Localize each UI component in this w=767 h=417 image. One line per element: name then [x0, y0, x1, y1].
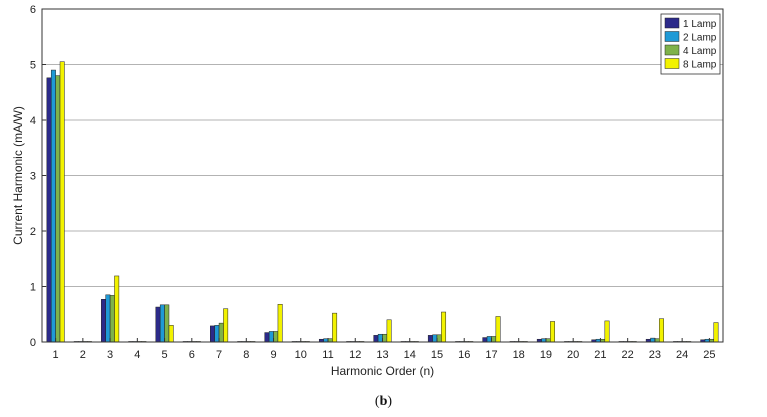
bar [277, 304, 283, 343]
bar [214, 325, 220, 343]
legend-label: 2 Lamp [683, 33, 717, 44]
bar [268, 331, 274, 343]
bar [159, 304, 165, 343]
x-tick-label: 2 [80, 349, 86, 361]
bars-group [46, 61, 719, 343]
bar [101, 299, 106, 343]
bar [50, 69, 56, 343]
y-tick-label: 0 [30, 337, 36, 349]
bar [218, 322, 224, 343]
bar [373, 335, 379, 343]
bar [210, 325, 215, 343]
y-tick-label: 3 [30, 171, 36, 183]
bar [491, 336, 497, 343]
x-tick-label: 19 [540, 349, 552, 361]
bar [382, 333, 388, 343]
x-tick-label: 21 [594, 349, 606, 361]
caption-open: ( [374, 394, 380, 409]
x-tick-label: 6 [189, 349, 195, 361]
legend-label: 8 Lamp [683, 60, 717, 71]
x-tick-label: 22 [622, 349, 634, 361]
bar [436, 334, 442, 343]
y-tick-label: 4 [30, 115, 36, 127]
figure-caption: (b) [0, 394, 767, 410]
y-tick-label: 6 [30, 4, 36, 16]
bar [386, 319, 392, 343]
x-axis-title: Harmonic Order (n) [331, 364, 434, 378]
legend-swatch [664, 58, 680, 69]
x-tick-label: 8 [243, 349, 249, 361]
bar [46, 77, 52, 343]
x-tick-label: 7 [216, 349, 222, 361]
bar [377, 333, 383, 343]
y-axis-title: Current Harmonic (mA/W) [11, 106, 25, 245]
bar [264, 332, 270, 343]
bar [164, 304, 170, 343]
y-tick-label: 5 [30, 60, 36, 72]
bar [659, 318, 664, 343]
legend-swatch [664, 31, 680, 42]
y-tick-label: 1 [30, 282, 36, 294]
y-axis-ticks: 0 1 2 3 4 5 6 [30, 4, 46, 349]
legend-label: 4 Lamp [683, 46, 717, 57]
bar [427, 335, 433, 343]
bar [441, 311, 447, 343]
bar [223, 308, 229, 343]
x-tick-label: 14 [404, 349, 416, 361]
bar [650, 337, 656, 343]
x-tick-label: 10 [295, 349, 307, 361]
x-tick-label: 15 [431, 349, 443, 361]
bar [55, 75, 61, 343]
legend-label: 1 Lamp [683, 19, 717, 30]
legend-swatch [664, 17, 680, 29]
x-tick-label: 1 [53, 349, 59, 361]
x-tick-label: 24 [676, 349, 688, 361]
x-tick-label: 18 [513, 349, 525, 361]
x-tick-label: 16 [458, 349, 470, 361]
x-tick-label: 20 [567, 349, 579, 361]
x-tick-label: 23 [649, 349, 661, 361]
x-tick-label: 9 [270, 349, 276, 361]
gridlines [42, 64, 723, 287]
x-tick-label: 4 [134, 349, 140, 361]
bar [486, 336, 492, 343]
x-tick-label: 5 [162, 349, 168, 361]
bar [550, 321, 555, 343]
x-tick-label: 13 [376, 349, 388, 361]
bar [495, 316, 501, 343]
x-tick-label: 12 [349, 349, 361, 361]
caption-label: b [379, 394, 388, 409]
bar [105, 294, 111, 343]
bar [604, 320, 610, 343]
bar [109, 295, 115, 343]
x-axis-ticks: 1 2 3 4 5 6 7 8 9 10 11 12 13 14 15 16 17 18 19 20 21 22 23 24 2… [53, 338, 716, 361]
caption-close: ) [387, 394, 393, 409]
x-tick-label: 11 [322, 349, 333, 361]
x-tick-label: 17 [485, 349, 497, 361]
bar [273, 331, 279, 343]
bar [432, 334, 438, 343]
legend-swatch [664, 44, 680, 56]
bar [482, 337, 488, 343]
bar [713, 322, 719, 343]
bar [168, 325, 174, 343]
bar [114, 275, 120, 343]
y-tick-label: 2 [30, 226, 36, 238]
x-tick-label: 3 [107, 349, 113, 361]
legend: 1 Lamp 2 Lamp 4 Lamp 8 Lamp [660, 13, 721, 75]
x-tick-label: 25 [703, 349, 715, 361]
bar [332, 312, 338, 343]
bar [155, 306, 161, 343]
bar [59, 61, 65, 343]
